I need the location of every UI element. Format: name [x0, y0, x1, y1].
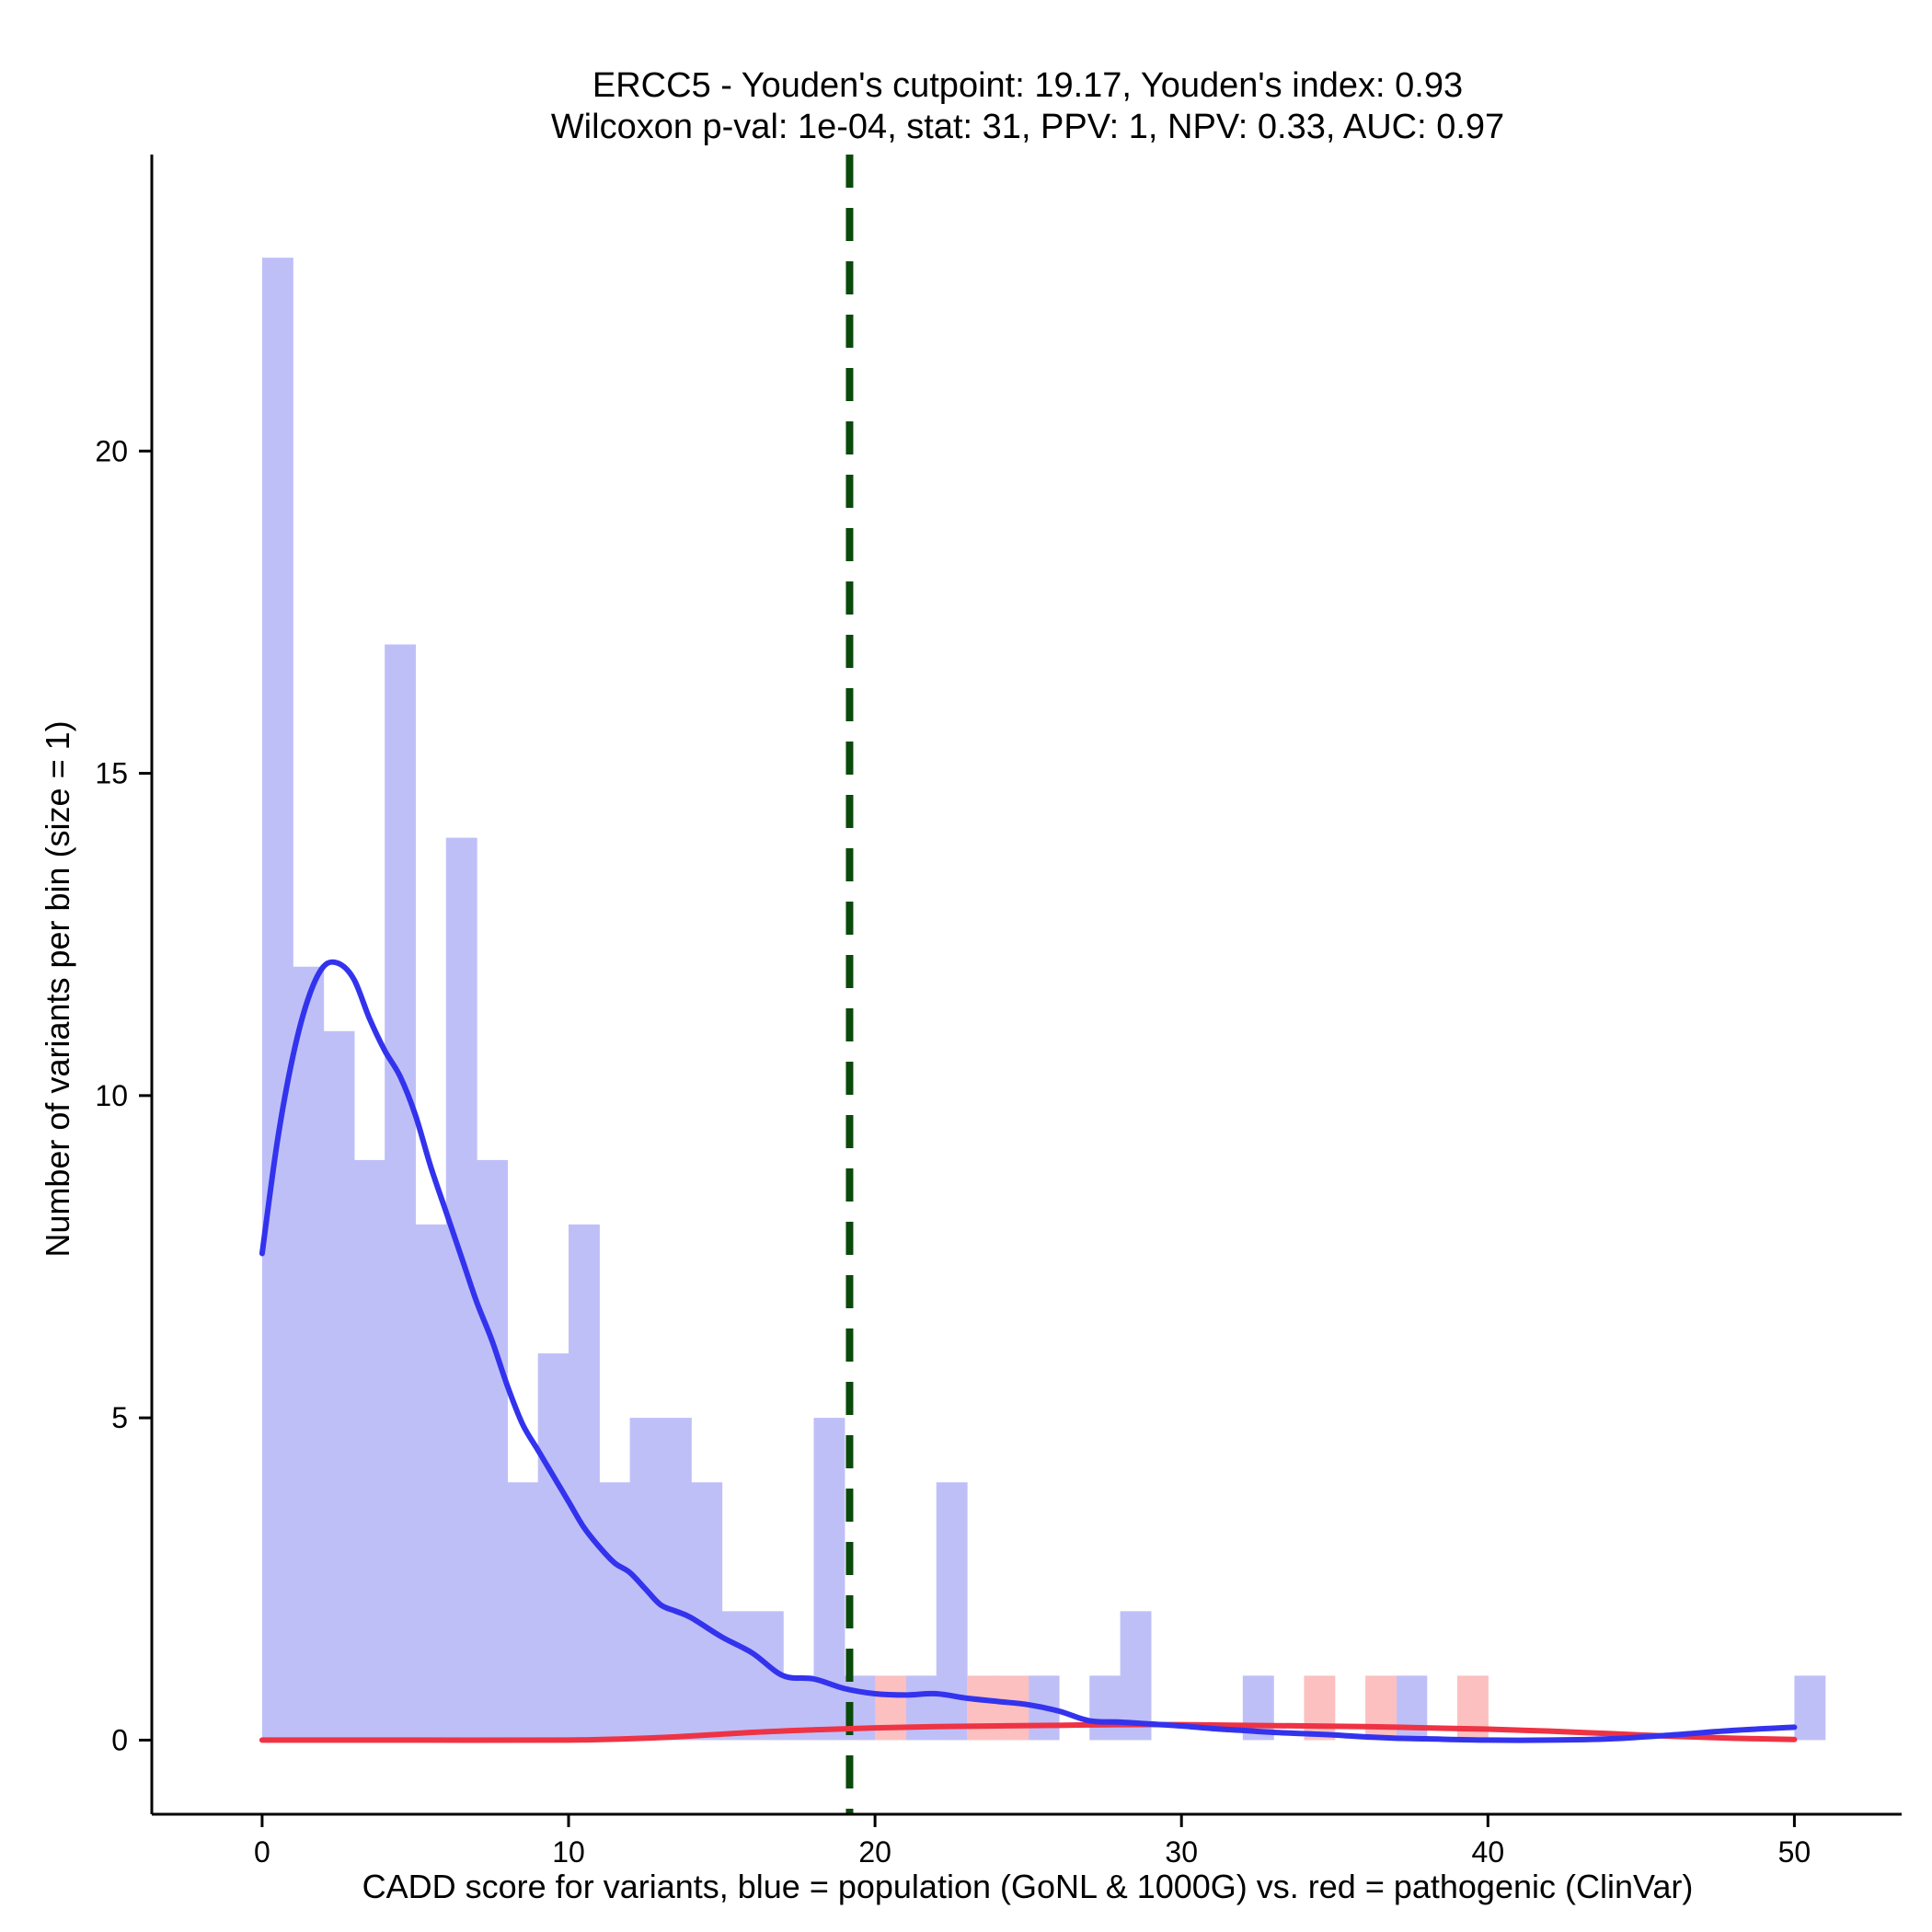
population-bar-11 [599, 1482, 631, 1741]
population-bar-27 [1089, 1675, 1121, 1741]
population-bar-0 [261, 258, 293, 1741]
x-tick-label-5: 50 [1778, 1835, 1811, 1869]
x-tick-label-2: 20 [858, 1835, 891, 1869]
pathogenic-bar-36 [1365, 1675, 1397, 1741]
population-bar-4 [385, 644, 417, 1741]
population-bar-50 [1794, 1675, 1826, 1741]
density-lines [259, 959, 1798, 1743]
chart-title-line-2: Wilcoxon p-val: 1e-04, stat: 31, PPV: 1,… [551, 108, 1504, 146]
population-bar-3 [353, 1159, 385, 1741]
x-tick-label-1: 10 [552, 1835, 585, 1869]
y-tick-label-2: 10 [95, 1079, 128, 1112]
x-axis-title: CADD score for variants, blue = populati… [362, 1868, 1694, 1905]
pathogenic-bar-24 [997, 1675, 1029, 1741]
x-tick-label-4: 40 [1472, 1835, 1505, 1869]
population-density-line [259, 959, 1798, 1743]
population-bar-5 [415, 1224, 447, 1741]
pathogenic-bars [875, 1675, 1489, 1741]
population-bar-14 [691, 1482, 723, 1741]
population-bar-13 [660, 1418, 692, 1741]
x-tick-label-3: 30 [1165, 1835, 1198, 1869]
x-axis-ticks: 0 10 20 30 40 50 [254, 1814, 1811, 1869]
population-bar-22 [936, 1482, 968, 1741]
population-bar-9 [537, 1353, 569, 1741]
pathogenic-bar-23 [967, 1675, 998, 1741]
y-tick-label-3: 15 [95, 757, 128, 790]
population-bar-18 [813, 1418, 845, 1741]
population-bar-21 [905, 1675, 937, 1741]
y-tick-label-0: 0 [111, 1723, 128, 1756]
pathogenic-bar-34 [1304, 1675, 1336, 1741]
population-bar-7 [477, 1159, 508, 1741]
population-bar-28 [1120, 1611, 1152, 1741]
population-bar-10 [569, 1224, 600, 1741]
population-bar-2 [323, 1030, 355, 1741]
y-axis-title: Number of variants per bin (size = 1) [39, 720, 76, 1257]
population-bar-8 [507, 1482, 539, 1741]
population-bar-15 [721, 1611, 753, 1741]
population-bar-1 [293, 966, 325, 1741]
y-axis-ticks: 0 5 10 15 20 [95, 434, 152, 1756]
y-tick-label-4: 20 [95, 434, 128, 467]
chart-title-line-1: ERCC5 - Youden's cutpoint: 19.17, Youden… [592, 66, 1463, 105]
population-bars [261, 258, 1826, 1741]
y-tick-label-1: 5 [111, 1401, 128, 1434]
x-tick-label-0: 0 [254, 1835, 270, 1869]
